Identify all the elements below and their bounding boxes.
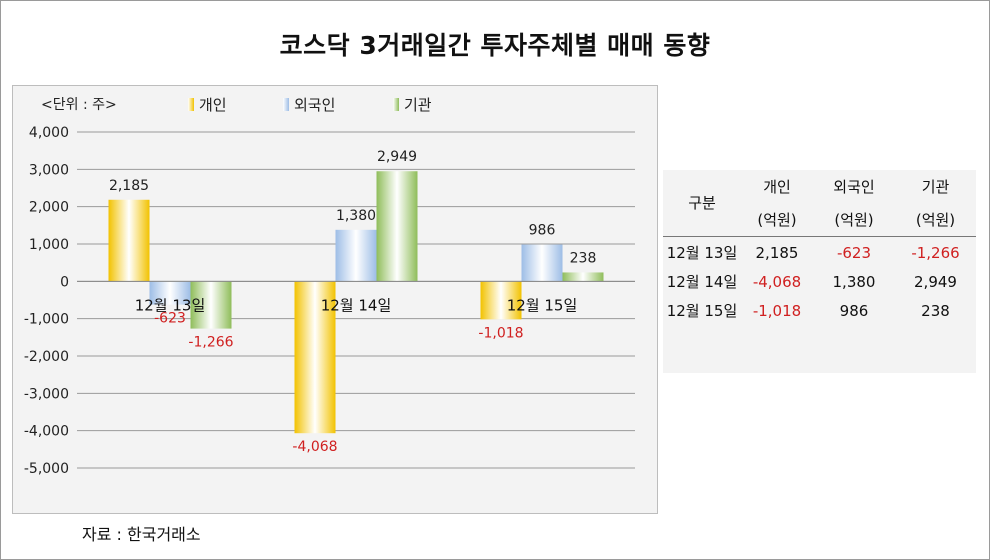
- chart-panel: <단위 : 주> 개인 외국인 기관 4,000 3,000 2,000 1,000 0…: [12, 85, 658, 514]
- bar: [480, 281, 522, 320]
- y-tick-label: -5,000: [24, 461, 69, 477]
- y-tick-label: 4,000: [29, 125, 69, 141]
- legend-swatch-institution: [393, 98, 399, 111]
- table-row: 12월 14일 -4,068 1,380 2,949: [663, 267, 976, 296]
- table-unit-foreign: (억원): [834, 210, 874, 229]
- data-label: 2,949: [377, 149, 417, 165]
- bar: [521, 244, 563, 282]
- bar: [335, 229, 377, 282]
- y-tick-label: 1,000: [29, 237, 69, 253]
- table-cell-institution: -1,266: [911, 243, 960, 262]
- x-category-label: 12월 13일: [135, 296, 206, 314]
- legend-item-institution: 기관: [393, 94, 432, 115]
- table-header-row: 구분 개인 외국인 기관: [663, 170, 976, 212]
- table-row-date: 12월 14일: [666, 273, 738, 291]
- y-tick-label: -2,000: [24, 349, 69, 365]
- x-category-label: 12월 15일: [507, 296, 578, 314]
- table-cell-individual: -4,068: [752, 272, 802, 291]
- table-cell-individual: 2,185: [755, 243, 799, 262]
- legend-swatch-individual: [188, 98, 194, 111]
- table-cell-institution: 238: [921, 301, 950, 320]
- data-label: -623: [154, 311, 186, 327]
- y-tick-label: 3,000: [29, 162, 69, 178]
- source-note: 자료 : 한국거래소: [82, 525, 201, 544]
- data-label: 1,380: [336, 208, 376, 224]
- bar: [108, 199, 150, 282]
- bar: [190, 281, 232, 329]
- x-category-label: 12월 14일: [321, 296, 392, 314]
- data-label: -1,266: [188, 335, 233, 351]
- page-title: 코스닥 3거래일간 투자주체별 매매 동향: [279, 31, 711, 60]
- table-header-foreign: 외국인: [833, 178, 875, 196]
- bar-chart: 4,000 3,000 2,000 1,000 0 -1,000 -2,000 -3,000 -…: [24, 125, 635, 477]
- legend-item-foreign: 외국인: [283, 94, 335, 115]
- table-unit-row: (억원) (억원) (억원): [663, 203, 976, 236]
- y-tick-label: 0: [60, 274, 69, 290]
- chart-unit-label: <단위 : 주>: [41, 97, 117, 113]
- data-table-panel: 구분 개인 외국인 기관 (억원) (억원) (억원) 12월 13일 2,18…: [663, 170, 976, 373]
- data-label: 986: [529, 223, 556, 239]
- bar: [149, 281, 191, 305]
- table-header-institution: 기관: [921, 178, 950, 196]
- table-cell-foreign: 986: [839, 301, 869, 320]
- legend-swatch-foreign: [283, 98, 289, 111]
- legend-item-individual: 개인: [188, 94, 227, 115]
- y-tick-label: -1,000: [24, 312, 69, 328]
- y-tick-label: 2,000: [29, 200, 69, 216]
- bar: [562, 272, 604, 282]
- data-table: 구분 개인 외국인 기관 (억원) (억원) (억원) 12월 13일 2,18…: [663, 170, 976, 325]
- table-header-individual: 개인: [763, 178, 791, 196]
- table-cell-foreign: 1,380: [832, 272, 876, 291]
- table-cell-institution: 2,949: [914, 272, 957, 291]
- table-row: 12월 13일 2,185 -623 -1,266: [663, 238, 976, 267]
- data-label: 238: [570, 250, 597, 266]
- table-cell-individual: -1,018: [752, 301, 802, 320]
- table-header-category: 구분: [688, 194, 716, 213]
- data-label: -4,068: [292, 439, 337, 455]
- legend-label-individual: 개인: [199, 96, 227, 114]
- table-row-date: 12월 15일: [666, 302, 738, 320]
- y-tick-label: -4,000: [24, 424, 69, 440]
- y-tick-label: -3,000: [24, 386, 69, 402]
- data-label: -1,018: [478, 325, 523, 341]
- bar: [294, 281, 336, 434]
- table-unit-individual: (억원): [757, 210, 797, 229]
- legend-label-foreign: 외국인: [294, 96, 336, 114]
- bar: [376, 171, 418, 282]
- data-label: 2,185: [109, 178, 149, 194]
- table-cell-foreign: -623: [836, 243, 872, 262]
- table-row: 12월 15일 -1,018 986 238: [663, 296, 976, 325]
- legend-label-institution: 기관: [404, 96, 432, 114]
- table-unit-institution: (억원): [915, 210, 956, 229]
- table-row-date: 12월 13일: [666, 244, 738, 262]
